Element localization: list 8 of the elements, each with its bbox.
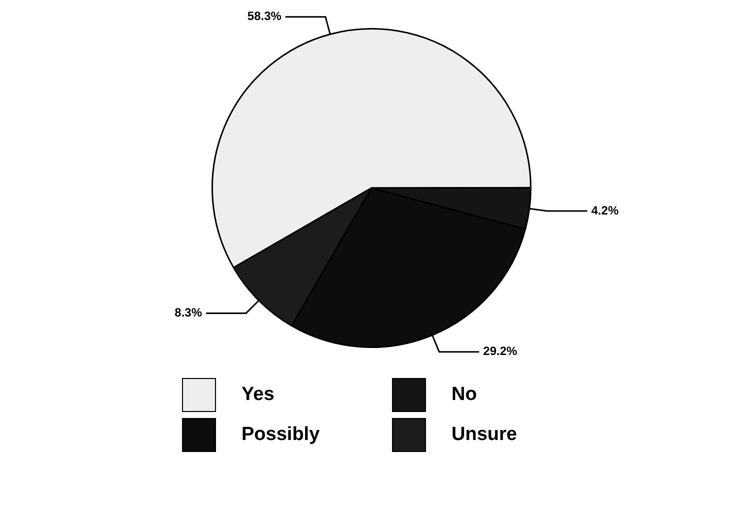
data-label: 4.2% <box>591 203 619 218</box>
legend-label: No <box>452 384 477 406</box>
data-label: 8.3% <box>174 306 202 320</box>
data-label: 58.3% <box>247 9 282 24</box>
legend-label: Yes <box>242 384 274 406</box>
legend-label: Unsure <box>452 424 517 446</box>
data-label: 29.2% <box>483 344 518 358</box>
legend-label: Possibly <box>242 424 320 446</box>
